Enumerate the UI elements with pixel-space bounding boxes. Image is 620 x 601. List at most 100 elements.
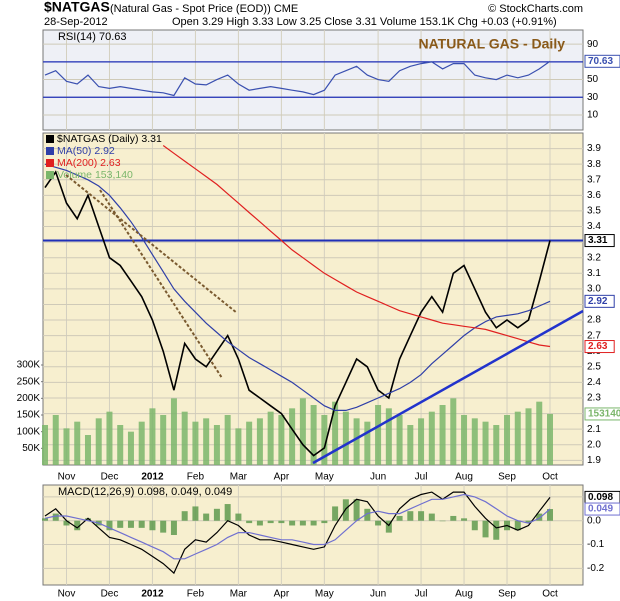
bar [235, 428, 242, 465]
value-tag-box [584, 407, 620, 421]
value-tag: 2.92 [588, 296, 608, 307]
symbol: $NATGAS [44, 0, 110, 15]
bar [278, 415, 285, 465]
value-tag: 70.63 [588, 56, 613, 67]
bar [203, 418, 210, 465]
x-tick-label: Feb [187, 472, 205, 483]
series-line [44, 170, 551, 457]
bar [525, 408, 532, 465]
bar [536, 513, 543, 521]
bar [536, 401, 543, 465]
quote: Open 3.29 High 3.33 Low 3.25 Close 3.31 … [172, 16, 557, 28]
annotation: NATURAL GAS - Daily [419, 36, 566, 52]
bar [170, 398, 177, 465]
bar [482, 421, 489, 465]
legend-swatch [46, 147, 54, 155]
x-tick-label: 2012 [141, 472, 164, 483]
date: 28-Sep-2012 [44, 16, 108, 28]
bar [74, 421, 81, 465]
bar [342, 499, 349, 521]
bar [364, 421, 371, 465]
y-tick-label: 2.7 [587, 330, 601, 341]
series-line [44, 163, 551, 411]
x-tick-label: Dec [101, 589, 119, 600]
bar [181, 411, 188, 465]
bar [106, 520, 113, 531]
bar [170, 520, 177, 535]
y-tick-label: 3.5 [587, 206, 601, 217]
y-tick-label: 2.3 [587, 393, 601, 404]
bar [127, 431, 134, 465]
bar [493, 520, 500, 540]
bar [418, 511, 425, 521]
y-tick-label: 0.0 [587, 515, 601, 526]
y-tick-label: 2.1 [587, 424, 601, 435]
bar [353, 418, 360, 465]
legend-label: $NATGAS (Daily) 3.31 [57, 133, 162, 145]
series-line [162, 145, 551, 348]
bar [321, 520, 328, 524]
bar [342, 411, 349, 465]
y-tick-label: 2.4 [587, 377, 601, 388]
support-trendline [312, 309, 584, 465]
value-tag-box [584, 340, 615, 354]
y-tick-label: -0.1 [587, 539, 605, 550]
bar [332, 401, 339, 465]
x-tick-label: Oct [542, 589, 558, 600]
bar [547, 413, 553, 465]
bar [461, 518, 468, 521]
bar [235, 513, 242, 521]
backgrounds [42, 29, 584, 586]
value-tag: 2.63 [588, 341, 608, 352]
x-tick-label: Nov [58, 472, 76, 483]
y-tick-label: 2.5 [587, 361, 601, 372]
y-tick-label: 3.9 [587, 143, 601, 154]
bar [471, 520, 478, 531]
bar [504, 415, 511, 465]
bar [160, 415, 167, 465]
bar [289, 408, 296, 465]
bar [525, 520, 532, 524]
value-tag: 0.049 [588, 504, 613, 515]
bar [364, 508, 371, 521]
bar [353, 499, 360, 521]
x-tick-label: 2012 [141, 589, 164, 600]
x-tick-label: Mar [230, 472, 248, 483]
x-tick-label: Jun [370, 472, 386, 483]
bar [407, 425, 414, 465]
bar [514, 520, 521, 531]
bar [439, 405, 446, 465]
bar [192, 421, 199, 465]
bar [310, 405, 317, 465]
description: (Natural Gas - Spot Price (EOD)) CME [110, 3, 298, 15]
x-tick-label: Sep [498, 589, 516, 600]
panel-background [42, 484, 584, 586]
bar [267, 520, 274, 524]
bar [428, 411, 435, 465]
bar [203, 513, 210, 521]
bar [52, 415, 59, 465]
bar [42, 425, 48, 465]
bar [84, 435, 91, 465]
bar [181, 511, 188, 521]
bar [246, 421, 253, 465]
y2-tick-label: 250K [17, 376, 41, 387]
bar [256, 520, 263, 526]
y-tick-label: 3.2 [587, 252, 601, 263]
y-tick-label: 3.4 [587, 221, 601, 232]
bar [450, 398, 457, 465]
bar [213, 508, 220, 521]
y2-tick-label: 100K [17, 426, 41, 437]
bar [224, 415, 231, 465]
bar [127, 520, 134, 528]
bar [321, 415, 328, 465]
x-tick-label: Feb [187, 589, 205, 600]
bar [482, 520, 489, 538]
value-tag-box [584, 502, 620, 516]
trendlines [65, 174, 584, 465]
series-line [44, 493, 551, 560]
y-tick-label: 3.0 [587, 284, 601, 295]
bar [138, 421, 145, 465]
bar [246, 520, 253, 524]
